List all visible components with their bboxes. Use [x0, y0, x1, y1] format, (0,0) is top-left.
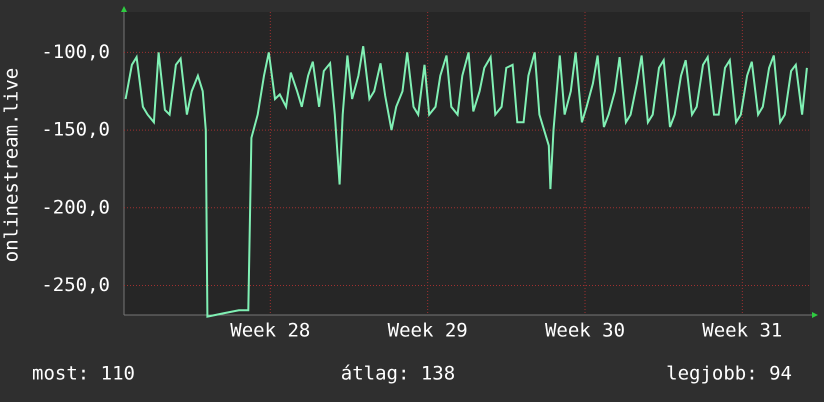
stat-best: legjobb: 94 [666, 363, 792, 385]
plot-area [124, 12, 810, 315]
x-axis-arrow [812, 312, 818, 318]
y-axis-label: onlinestream.live [1, 68, 23, 262]
y-tick-label: -250,0 [41, 274, 110, 296]
y-tick-label: -200,0 [41, 196, 110, 218]
y-tick-label: -100,0 [41, 41, 110, 63]
x-tick-label: Week 28 [230, 320, 310, 342]
x-tick-label: Week 29 [388, 320, 468, 342]
x-tick-label: Week 31 [702, 320, 782, 342]
data-line [124, 46, 808, 318]
y-tick-label: -150,0 [41, 119, 110, 141]
x-tick-label: Week 30 [545, 320, 625, 342]
y-axis-arrow [121, 6, 127, 12]
stat-current: most: 110 [32, 363, 135, 385]
stat-average: átlag: 138 [341, 363, 455, 385]
